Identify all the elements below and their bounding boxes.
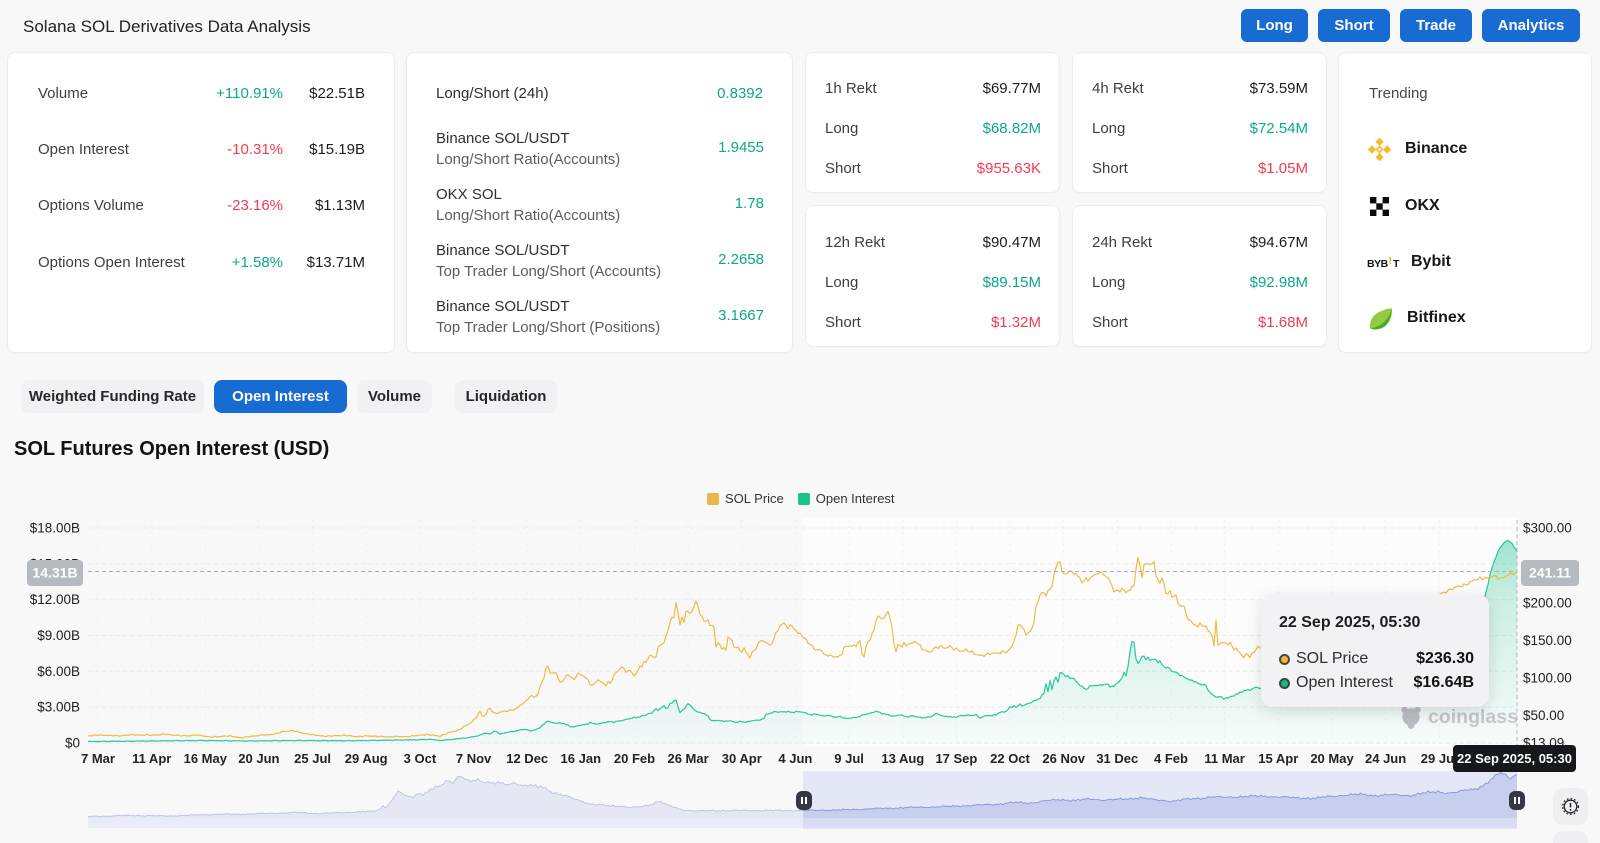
svg-text:4 Jun: 4 Jun xyxy=(778,751,812,766)
svg-text:25 Jul: 25 Jul xyxy=(294,751,331,766)
svg-text:17 Sep: 17 Sep xyxy=(935,751,977,766)
svg-text:!: ! xyxy=(1389,255,1393,267)
svg-text:29 Aug: 29 Aug xyxy=(345,751,388,766)
svg-text:$200.00: $200.00 xyxy=(1523,596,1572,611)
svg-text:11 Apr: 11 Apr xyxy=(132,751,171,766)
svg-text:30 Apr: 30 Apr xyxy=(722,751,762,766)
svg-text:T: T xyxy=(1393,258,1400,270)
svg-text:$150.00: $150.00 xyxy=(1523,633,1572,648)
svg-text:15 Apr: 15 Apr xyxy=(1258,751,1298,766)
svg-text:26 Nov: 26 Nov xyxy=(1042,751,1085,766)
svg-text:20 May: 20 May xyxy=(1310,751,1354,766)
svg-text:$18.00B: $18.00B xyxy=(30,521,80,536)
svg-text:$100.00: $100.00 xyxy=(1523,670,1572,685)
svg-text:$9.00B: $9.00B xyxy=(37,628,80,643)
svg-text:16 May: 16 May xyxy=(184,751,228,766)
svg-text:26 Mar: 26 Mar xyxy=(667,751,708,766)
svg-text:14.31B: 14.31B xyxy=(32,565,77,581)
svg-text:$50.00: $50.00 xyxy=(1523,708,1564,723)
svg-text:BYB: BYB xyxy=(1367,258,1389,270)
svg-text:3 Oct: 3 Oct xyxy=(404,751,437,766)
svg-text:241.11: 241.11 xyxy=(1529,565,1571,581)
svg-text:11 Mar: 11 Mar xyxy=(1204,751,1244,766)
svg-text:7 Nov: 7 Nov xyxy=(456,751,492,766)
svg-text:$0: $0 xyxy=(65,736,80,751)
svg-text:16 Jan: 16 Jan xyxy=(561,751,602,766)
svg-text:7 Mar: 7 Mar xyxy=(81,751,115,766)
svg-text:$3.00B: $3.00B xyxy=(37,700,80,715)
svg-text:13 Aug: 13 Aug xyxy=(881,751,924,766)
svg-text:$12.00B: $12.00B xyxy=(30,592,80,607)
svg-text:4 Feb: 4 Feb xyxy=(1154,751,1188,766)
svg-text:22 Oct: 22 Oct xyxy=(990,751,1030,766)
svg-text:31 Dec: 31 Dec xyxy=(1096,751,1138,766)
svg-text:12 Dec: 12 Dec xyxy=(506,751,548,766)
svg-text:24 Jun: 24 Jun xyxy=(1365,751,1406,766)
svg-text:20 Jun: 20 Jun xyxy=(238,751,279,766)
svg-text:20 Feb: 20 Feb xyxy=(614,751,655,766)
svg-text:$300.00: $300.00 xyxy=(1523,521,1572,536)
svg-text:$6.00B: $6.00B xyxy=(37,664,80,679)
svg-text:9 Jul: 9 Jul xyxy=(834,751,864,766)
svg-text:29 Jul: 29 Jul xyxy=(1421,751,1458,766)
